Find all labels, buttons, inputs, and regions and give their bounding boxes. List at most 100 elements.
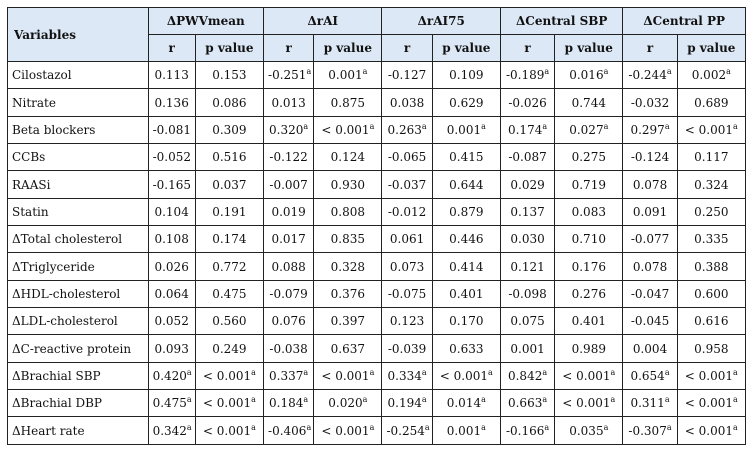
cell-value: 0.835 xyxy=(330,232,366,247)
p-value-cell: 0.401 xyxy=(431,279,501,309)
cell-value: 0.875 xyxy=(330,95,366,110)
r-cell: -0.047 xyxy=(622,279,678,309)
r-cell: -0.127 xyxy=(381,60,433,90)
p-value-cell: 0.401 xyxy=(554,307,624,336)
table-row: ΔHDL-cholesterol 0.064 0.475 -0.079 0.376 -0.… xyxy=(7,279,747,309)
cell-value: 0.137 xyxy=(510,204,545,219)
cell-value: 0.002 xyxy=(691,68,727,83)
p-value-cell: 0.415 xyxy=(431,143,501,172)
cell-value: 0.328 xyxy=(330,259,366,274)
r-cell: 0.263a xyxy=(381,115,433,145)
significance-mark: a xyxy=(306,67,312,77)
variable-name: Cilostazol xyxy=(7,60,149,90)
p-value-cell: 0.117 xyxy=(676,143,747,172)
cell-value: -0.079 xyxy=(269,286,308,301)
p-value-cell: 0.633 xyxy=(431,334,501,363)
cell-value: 0.153 xyxy=(212,68,247,83)
cell-value: -0.047 xyxy=(630,286,670,301)
cell-value: 0.124 xyxy=(330,150,366,165)
p-value-header: p value xyxy=(194,34,265,62)
r-cell: 0.475a xyxy=(147,389,196,418)
p-value-cell: 0.744 xyxy=(554,88,624,117)
cell-value: 0.001 xyxy=(446,423,482,438)
cell-value: 0.663 xyxy=(507,396,543,411)
cell-value: 0.064 xyxy=(154,286,189,301)
cell-value: 0.600 xyxy=(694,286,729,301)
r-cell: 0.104 xyxy=(147,197,196,227)
cell-value: 0.038 xyxy=(389,95,425,110)
significance-mark: a xyxy=(544,67,550,77)
cell-value: 0.174 xyxy=(507,122,543,137)
cell-value: 0.401 xyxy=(449,286,484,301)
p-value-cell: 0.020a xyxy=(313,389,383,418)
group-header: ΔPWVmean xyxy=(147,7,265,35)
r-cell: 0.013 xyxy=(263,88,315,117)
significance-mark: a xyxy=(251,395,256,405)
cell-value: < 0.001 xyxy=(684,423,734,438)
cell-value: 0.388 xyxy=(694,259,729,274)
variable-name: ΔHDL-cholesterol xyxy=(7,279,149,309)
cell-value: 0.001 xyxy=(446,122,482,137)
p-value-cell: < 0.001a xyxy=(431,361,501,391)
cell-value: 0.334 xyxy=(387,368,422,383)
variable-name: ΔLDL-cholesterol xyxy=(7,307,149,336)
cell-value: 0.250 xyxy=(694,204,729,219)
cell-value: 0.086 xyxy=(212,95,247,110)
cell-value: -0.065 xyxy=(387,150,427,165)
p-value-cell: < 0.001a xyxy=(676,389,747,418)
r-cell: 0.123 xyxy=(381,307,433,336)
cell-value: 0.176 xyxy=(571,259,606,274)
p-value-cell: < 0.001a xyxy=(313,361,383,391)
r-cell: 0.052 xyxy=(147,307,196,336)
cell-value: 0.516 xyxy=(212,150,247,165)
cell-value: -0.165 xyxy=(152,177,191,192)
cell-value: -0.189 xyxy=(505,68,545,83)
cell-value: 0.020 xyxy=(328,396,363,411)
cell-value: -0.166 xyxy=(505,423,545,438)
cell-value: 0.026 xyxy=(154,259,189,274)
r-cell: -0.052 xyxy=(147,143,196,172)
cell-value: 0.320 xyxy=(269,122,304,137)
variable-name: Nitrate xyxy=(7,88,149,117)
p-value-cell: 0.772 xyxy=(194,252,265,281)
p-value-cell: 0.001a xyxy=(431,115,501,145)
r-cell: 0.061 xyxy=(381,225,433,254)
variable-name: Statin xyxy=(7,197,149,227)
p-value-cell: 0.014a xyxy=(431,389,501,418)
p-value-cell: < 0.001a xyxy=(676,115,747,145)
significance-mark: a xyxy=(544,422,550,432)
cell-value: 0.989 xyxy=(571,341,606,356)
significance-mark: a xyxy=(666,67,672,77)
r-cell: 0.113 xyxy=(147,60,196,90)
p-value-cell: 0.616 xyxy=(676,307,747,336)
cell-value: 0.415 xyxy=(449,150,484,165)
cell-value: 0.029 xyxy=(510,177,545,192)
p-value-cell: 0.958 xyxy=(676,334,747,363)
cell-value: 0.170 xyxy=(449,314,484,329)
cell-value: -0.075 xyxy=(387,286,427,301)
r-cell: 0.088 xyxy=(263,252,315,281)
table-body: Cilostazol 0.113 0.153 -0.251a 0.001a -0.127 0… xyxy=(7,60,747,445)
cell-value: -0.098 xyxy=(508,286,547,301)
significance-mark: a xyxy=(303,121,309,131)
cell-value: 0.633 xyxy=(449,341,484,356)
variable-name: CCBs xyxy=(7,143,149,172)
cell-value: 0.123 xyxy=(389,314,425,329)
significance-mark: a xyxy=(481,395,486,405)
cell-value: -0.045 xyxy=(630,314,670,329)
cell-value: 0.104 xyxy=(154,204,189,219)
table-row: RAASi -0.165 0.037 -0.007 0.930 -0.037 0.644 0.… xyxy=(7,170,747,199)
significance-mark: a xyxy=(733,367,738,377)
significance-mark: a xyxy=(362,395,368,405)
cell-value: -0.081 xyxy=(152,122,191,137)
p-value-header: p value xyxy=(676,34,747,62)
p-value-cell: 0.037 xyxy=(194,170,265,199)
header-row-groups: Variables ΔPWVmean ΔrAI ΔrAI75 ΔCentral … xyxy=(7,7,746,62)
cell-value: 0.337 xyxy=(269,368,304,383)
p-value-cell: 0.176 xyxy=(554,252,624,281)
cell-value: -0.122 xyxy=(269,150,308,165)
p-value-cell: 0.275 xyxy=(554,143,624,172)
r-cell: 0.075 xyxy=(499,307,556,336)
cell-value: 0.035 xyxy=(569,423,604,438)
p-value-cell: 0.109 xyxy=(431,60,501,90)
